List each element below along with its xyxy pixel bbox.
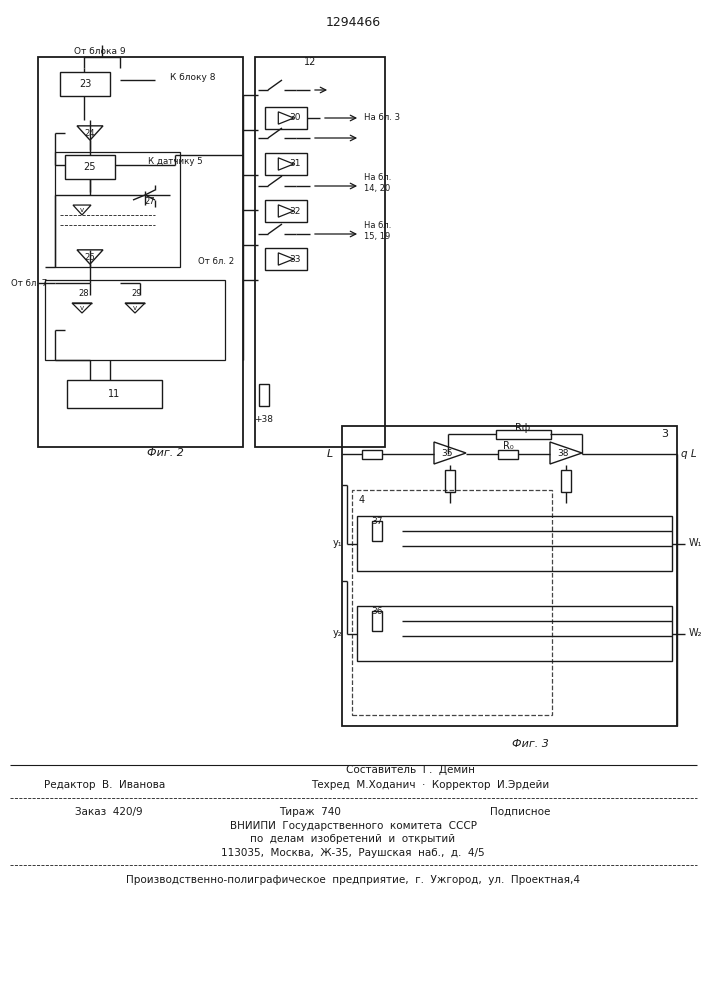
- Text: 35: 35: [441, 448, 452, 458]
- Bar: [342, 426, 677, 726]
- Text: v: v: [80, 305, 84, 311]
- Text: v: v: [80, 207, 84, 213]
- Text: Составитель  Г.  Демин: Составитель Г. Демин: [346, 765, 474, 775]
- Text: 28: 28: [78, 290, 89, 298]
- Text: 25: 25: [83, 162, 96, 172]
- Bar: [265, 153, 307, 175]
- Text: R₀: R₀: [503, 441, 513, 451]
- Bar: [496, 430, 551, 438]
- Bar: [67, 380, 162, 408]
- Text: Техред  М.Ходанич  ·  Корректор  И.Эрдейи: Техред М.Ходанич · Корректор И.Эрдейи: [311, 780, 549, 790]
- Text: На бл.
15, 19: На бл. 15, 19: [364, 221, 392, 241]
- Text: 24: 24: [85, 128, 95, 137]
- Text: Подписное: Подписное: [490, 807, 550, 817]
- Text: 3: 3: [662, 429, 669, 439]
- Bar: [265, 200, 307, 222]
- Bar: [445, 470, 455, 492]
- Bar: [362, 450, 382, 458]
- Text: 36: 36: [371, 606, 382, 615]
- Text: 1294466: 1294466: [325, 15, 380, 28]
- Text: v: v: [133, 305, 137, 311]
- Bar: [357, 606, 672, 661]
- Text: На бл.
14, 20: На бл. 14, 20: [364, 173, 392, 193]
- Text: 27: 27: [145, 198, 156, 207]
- Text: 38: 38: [557, 448, 568, 458]
- Text: 12: 12: [304, 57, 316, 67]
- Text: К датчику 5: К датчику 5: [148, 157, 203, 166]
- Text: 113035,  Москва,  Ж-35,  Раушская  наб.,  д.  4/5: 113035, Москва, Ж-35, Раушская наб., д. …: [221, 848, 485, 858]
- Text: 4: 4: [359, 495, 365, 505]
- Bar: [38, 57, 243, 447]
- Text: На бл. 3: На бл. 3: [364, 113, 400, 122]
- Bar: [60, 72, 110, 96]
- Text: 37: 37: [371, 516, 382, 526]
- Bar: [65, 155, 115, 179]
- Bar: [498, 450, 518, 458]
- Text: 23: 23: [78, 79, 91, 89]
- Bar: [357, 516, 672, 571]
- Text: по  делам  изобретений  и  открытий: по делам изобретений и открытий: [250, 834, 455, 844]
- Text: 31: 31: [289, 159, 301, 168]
- Text: ВНИИПИ  Государственного  комитета  СССР: ВНИИПИ Государственного комитета СССР: [230, 821, 477, 831]
- Text: 26: 26: [85, 252, 95, 261]
- Text: Редактор  В.  Иванова: Редактор В. Иванова: [45, 780, 165, 790]
- Text: y₁: y₁: [332, 538, 342, 548]
- Text: От бл. 7: От бл. 7: [11, 278, 47, 288]
- Text: y₂: y₂: [332, 629, 342, 639]
- Text: 30: 30: [289, 113, 301, 122]
- Text: Фиг. 3: Фиг. 3: [512, 739, 549, 749]
- Bar: [372, 611, 382, 631]
- Text: 33: 33: [289, 254, 301, 263]
- Bar: [45, 280, 225, 360]
- Bar: [259, 384, 269, 406]
- Text: К блоку 8: К блоку 8: [170, 74, 216, 83]
- Text: +38: +38: [255, 416, 274, 424]
- Text: 11: 11: [108, 389, 121, 399]
- Bar: [265, 107, 307, 129]
- Text: Фиг. 2: Фиг. 2: [146, 448, 183, 458]
- Text: От бл. 2: От бл. 2: [198, 257, 234, 266]
- Text: Заказ  420/9: Заказ 420/9: [75, 807, 143, 817]
- Bar: [352, 490, 552, 715]
- Text: Производственно-полиграфическое  предприятие,  г.  Ужгород,  ул.  Проектная,4: Производственно-полиграфическое предприя…: [126, 875, 580, 885]
- Bar: [372, 521, 382, 541]
- Text: Rф: Rф: [515, 423, 531, 433]
- Text: 29: 29: [132, 290, 142, 298]
- Text: q L: q L: [681, 449, 697, 459]
- Text: Тираж  740: Тираж 740: [279, 807, 341, 817]
- Bar: [265, 248, 307, 270]
- Bar: [55, 152, 180, 267]
- Text: L: L: [327, 449, 333, 459]
- Bar: [255, 57, 385, 447]
- Text: W₁: W₁: [689, 538, 703, 548]
- Text: 32: 32: [290, 207, 301, 216]
- Text: W₂: W₂: [689, 629, 703, 639]
- Bar: [561, 470, 571, 492]
- Text: От блока 9: От блока 9: [74, 47, 126, 56]
